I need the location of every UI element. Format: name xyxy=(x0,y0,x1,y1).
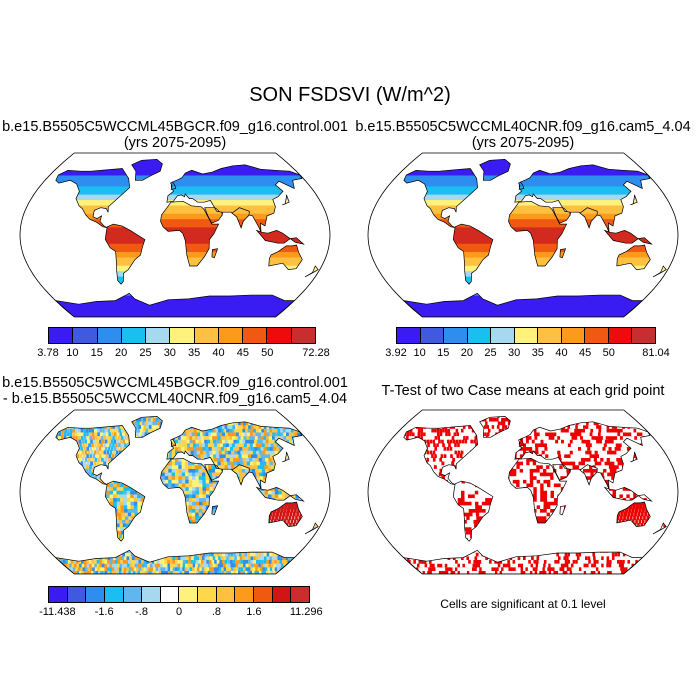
map-control xyxy=(18,153,332,318)
colorbar-tick-label: 15 xyxy=(437,347,449,359)
colorbar-swatch xyxy=(68,587,87,602)
significance-note: Cells are significant at 0.1 level xyxy=(363,597,683,611)
colorbar-swatch xyxy=(254,587,273,602)
colorbar-tick-label: 25 xyxy=(484,347,496,359)
colorbar-tick-label: 3.92 xyxy=(385,347,406,359)
colorbar-swatch xyxy=(538,328,562,343)
colorbar-swatch xyxy=(142,587,161,602)
colorbar-swatch xyxy=(491,328,515,343)
colorbar-tick-label: 45 xyxy=(579,347,591,359)
colorbar-swatch xyxy=(421,328,445,343)
colorbar-cam5: 3.92 10 15 20 25 30 35 40 45 50 81.04 xyxy=(396,327,656,361)
colorbar-tick-label: 81.04 xyxy=(642,347,670,359)
colorbar-control: 3.78 10 15 20 25 30 35 40 45 50 72.28 xyxy=(48,327,316,361)
colorbar-tick-label: 1.6 xyxy=(246,606,261,618)
colorbar-swatch xyxy=(170,328,194,343)
colorbar-tick-label: -11.438 xyxy=(39,606,76,618)
colorbar-difference: -11.438 -1.6 -.8 0.8 1.6 11.296 xyxy=(48,586,310,620)
colorbar-tick-label: 25 xyxy=(139,347,151,359)
colorbar-swatch xyxy=(632,328,655,343)
colorbar-swatch xyxy=(468,328,492,343)
map-difference xyxy=(20,410,331,575)
colorbar-swatch xyxy=(217,587,236,602)
colorbar-tick-label: .8 xyxy=(212,606,221,618)
map-cam5 xyxy=(366,153,680,318)
colorbar-swatch xyxy=(49,587,68,602)
colorbar-swatch xyxy=(146,328,170,343)
colorbar-swatch xyxy=(122,328,146,343)
colorbar-tick-label: 3.78 xyxy=(37,347,58,359)
colorbar-swatch xyxy=(609,328,633,343)
colorbar-swatch xyxy=(515,328,539,343)
colorbar-swatches xyxy=(48,586,310,603)
colorbar-swatch xyxy=(562,328,586,343)
colorbar-swatch xyxy=(397,328,421,343)
colorbar-tick-label: 20 xyxy=(461,347,473,359)
colorbar-swatch xyxy=(219,328,243,343)
colorbar-swatch xyxy=(267,328,291,343)
colorbar-tick-label: -.8 xyxy=(135,606,148,618)
colorbar-tick-label: 35 xyxy=(532,347,544,359)
colorbar-tick-label: 0 xyxy=(176,606,182,618)
colorbar-swatch xyxy=(98,328,122,343)
colorbar-tick-label: 50 xyxy=(261,347,273,359)
colorbar-tick-label: 20 xyxy=(115,347,127,359)
colorbar-swatch xyxy=(292,328,315,343)
colorbar-swatch xyxy=(273,587,292,602)
colorbar-tick-label: 15 xyxy=(91,347,103,359)
colorbar-tick-label: 45 xyxy=(237,347,249,359)
colorbar-tick-label: 50 xyxy=(603,347,615,359)
colorbar-tick-label: 72.28 xyxy=(302,347,330,359)
colorbar-tick-label: 10 xyxy=(414,347,426,359)
colorbar-tick-label: -1.6 xyxy=(95,606,114,618)
colorbar-swatches xyxy=(48,327,316,344)
colorbar-swatch xyxy=(291,587,309,602)
colorbar-tick-label: 35 xyxy=(188,347,200,359)
map-ttest xyxy=(368,410,679,575)
colorbar-swatch xyxy=(49,328,73,343)
colorbar-tick-label: 30 xyxy=(508,347,520,359)
colorbar-swatch xyxy=(444,328,468,343)
colorbar-swatch xyxy=(105,587,124,602)
colorbar-swatch xyxy=(124,587,143,602)
colorbar-tick-label: 30 xyxy=(164,347,176,359)
colorbar-tick-label: 11.296 xyxy=(290,606,323,618)
colorbar-swatch xyxy=(585,328,609,343)
colorbar-swatch xyxy=(179,587,198,602)
colorbar-tick-label: 40 xyxy=(555,347,567,359)
colorbar-tick-label: 40 xyxy=(212,347,224,359)
colorbar-swatches xyxy=(396,327,656,344)
colorbar-tick-label: 10 xyxy=(66,347,78,359)
colorbar-swatch xyxy=(195,328,219,343)
colorbar-swatch xyxy=(235,587,254,602)
colorbar-swatch xyxy=(198,587,217,602)
colorbar-swatch xyxy=(243,328,267,343)
colorbar-swatch xyxy=(73,328,97,343)
colorbar-swatch xyxy=(161,587,180,602)
colorbar-swatch xyxy=(86,587,105,602)
